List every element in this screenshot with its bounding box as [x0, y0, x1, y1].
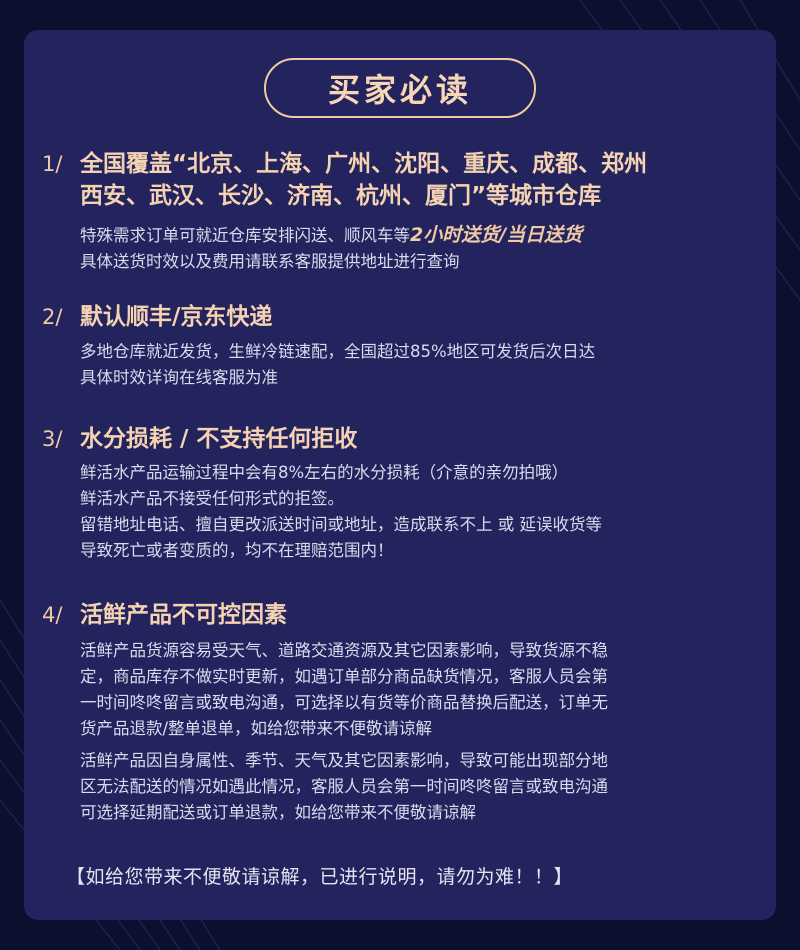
section-text-line: 区无法配送的情况如遇此情况，客服人员会第一时间咚咚留言或致电沟通 [80, 777, 608, 796]
section-heading: 水分损耗 / 不支持任何拒收 [80, 426, 358, 452]
section-heading: 活鲜产品不可控因素 [80, 602, 287, 628]
section-text-line: 定，商品库存不做实时更新，如遇订单部分商品缺货情况，客服人员会第 [80, 667, 608, 686]
section-text-line: 鲜活水产品不接受任何形式的拒签。 [80, 489, 344, 508]
section-text-line: 鲜活水产品运输过程中会有8%左右的水分损耗（介意的亲勿拍哦） [80, 463, 569, 482]
footer-note: 【如给您带来不便敬请谅解，已进行说明，请勿为难！！】 [66, 866, 574, 888]
section-number: 1/ [42, 152, 63, 176]
section-text-line: 货产品退款/整单退单，如给您带来不便敬请谅解 [80, 719, 433, 738]
section-number: 4/ [42, 603, 63, 627]
section-text-line: 留错地址电话、擅自更改派送时间或地址，造成联系不上 或 延误收货等 [80, 515, 602, 534]
section-text-line: 活鲜产品货源容易受天气、道路交通资源及其它因素影响，导致货源不稳 [80, 641, 608, 660]
text-prefix: 特殊需求订单可就近仓库安排闪送、顺风车等 [80, 226, 410, 245]
section-heading: 默认顺丰/京东快递 [80, 304, 273, 330]
section-text-line: 一时间咚咚留言或致电沟通，可选择以有货等价商品替换后配送，订单无 [80, 693, 608, 712]
section-heading-line: 全国覆盖“北京、上海、广州、沈阳、重庆、成都、郑州 [80, 151, 648, 177]
section-text-line: 可选择延期配送或订单退款，如给您带来不便敬请谅解 [80, 803, 476, 822]
section-text-line: 具体时效详询在线客服为准 [80, 368, 278, 387]
section-text-line: 导致死亡或者变质的，均不在理赔范围内！ [80, 541, 394, 560]
section-text-line: 活鲜产品因自身属性、季节、天气及其它因素影响，导致可能出现部分地 [80, 751, 608, 770]
section-number: 2/ [42, 305, 63, 329]
title-badge: 买家必读 [264, 58, 536, 118]
content-panel [24, 30, 776, 920]
section-text-line: 特殊需求订单可就近仓库安排闪送、顺风车等2小时送货/当日送货 [80, 223, 582, 248]
delivery-highlight: 2小时送货/当日送货 [410, 224, 583, 246]
section-text-line: 具体送货时效以及费用请联系客服提供地址进行查询 [80, 252, 460, 271]
page-title: 买家必读 [327, 71, 472, 109]
section-text-line: 多地仓库就近发货，生鲜冷链速配，全国超过85%地区可发货后次日达 [80, 342, 596, 361]
section-heading-line: 西安、武汉、长沙、济南、杭州、厦门”等城市仓库 [80, 183, 602, 209]
section-number: 3/ [42, 427, 63, 451]
